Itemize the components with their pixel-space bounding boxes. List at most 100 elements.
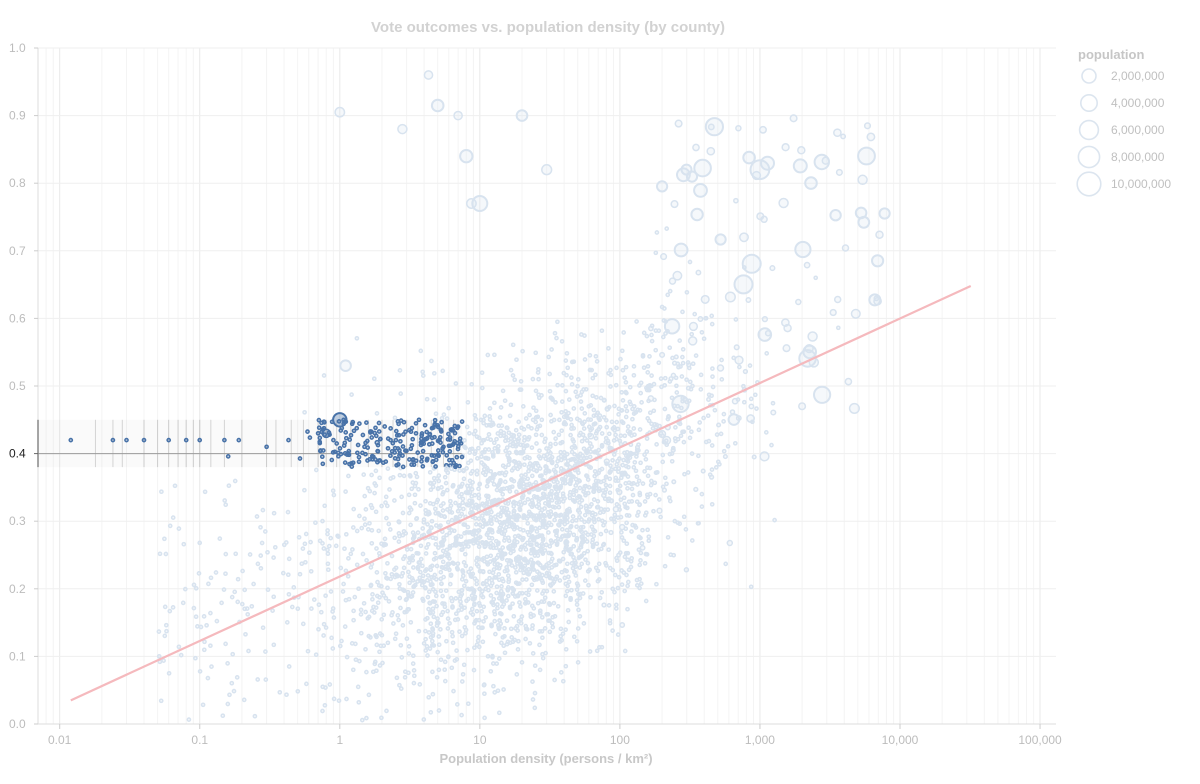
data-point — [562, 455, 568, 461]
data-point — [554, 335, 559, 341]
data-point — [555, 603, 561, 609]
data-point — [423, 617, 428, 622]
data-point — [693, 183, 708, 198]
data-point — [701, 415, 706, 421]
data-point — [208, 610, 213, 616]
data-point — [316, 602, 322, 608]
data-point — [457, 596, 463, 602]
data-point — [670, 372, 677, 379]
data-point — [563, 581, 569, 587]
data-point — [571, 406, 577, 411]
data-point — [596, 577, 602, 582]
data-point — [411, 565, 416, 570]
data-point — [539, 432, 545, 438]
data-point — [616, 412, 621, 417]
data-point — [512, 377, 518, 383]
data-point — [438, 657, 444, 663]
data-point — [596, 516, 601, 522]
data-point — [561, 549, 567, 555]
data-point — [519, 473, 524, 478]
data-point — [430, 606, 436, 612]
data-point — [769, 442, 774, 448]
data-point — [536, 376, 541, 382]
data-point — [571, 359, 577, 365]
data-point — [584, 438, 590, 443]
data-point — [362, 493, 368, 499]
data-point — [349, 392, 354, 397]
data-point — [626, 513, 632, 518]
data-point — [455, 440, 460, 446]
data-point — [453, 500, 458, 506]
data-point — [421, 441, 427, 447]
data-point — [393, 631, 399, 637]
data-point — [419, 436, 424, 442]
data-point — [453, 514, 459, 520]
data-point — [346, 556, 351, 561]
data-point — [233, 551, 239, 557]
data-point — [510, 441, 516, 447]
data-point — [336, 419, 342, 424]
data-point — [623, 550, 629, 556]
data-point — [603, 482, 609, 488]
data-point — [840, 133, 847, 140]
data-point — [493, 538, 499, 544]
data-point — [398, 438, 403, 444]
data-point — [553, 436, 558, 441]
data-point — [741, 253, 762, 274]
data-point — [576, 591, 581, 597]
data-point — [630, 406, 635, 412]
data-point — [586, 464, 592, 470]
data-point — [618, 433, 624, 439]
data-point — [354, 562, 360, 568]
data-point — [552, 677, 557, 683]
data-point — [325, 547, 330, 553]
data-point — [222, 498, 228, 503]
data-point — [392, 498, 397, 503]
data-point — [308, 568, 314, 574]
data-point — [575, 660, 581, 665]
data-point — [296, 534, 302, 540]
data-point — [675, 436, 681, 442]
data-point — [500, 388, 506, 394]
data-point — [594, 648, 600, 654]
data-point — [356, 699, 362, 705]
data-point — [565, 462, 571, 468]
data-point — [461, 662, 467, 668]
data-point — [365, 445, 371, 450]
data-point — [458, 603, 464, 608]
data-point — [446, 561, 452, 567]
data-point — [427, 432, 432, 437]
data-point — [761, 315, 769, 323]
data-point — [534, 588, 540, 593]
data-point — [732, 440, 738, 446]
data-point — [505, 573, 511, 578]
data-point — [553, 576, 558, 582]
data-point — [453, 110, 463, 121]
data-point — [318, 609, 324, 615]
data-point — [441, 444, 446, 450]
data-point — [709, 501, 715, 507]
data-point — [446, 431, 451, 437]
data-point — [558, 626, 564, 632]
data-point — [380, 590, 385, 596]
data-point — [648, 482, 654, 488]
data-point — [307, 435, 313, 440]
data-point — [354, 528, 360, 534]
data-point — [632, 459, 638, 465]
data-point — [607, 490, 613, 496]
data-point — [410, 590, 416, 595]
data-point — [299, 561, 305, 567]
data-point — [502, 510, 508, 515]
data-point — [530, 697, 536, 702]
data-point — [770, 409, 777, 416]
data-point — [652, 397, 657, 403]
data-point — [271, 642, 277, 648]
data-point — [392, 636, 398, 642]
data-point — [389, 553, 395, 559]
data-point — [453, 463, 459, 468]
data-point — [576, 470, 581, 476]
legend-title: population — [1078, 47, 1144, 62]
grid-lines — [37, 47, 1056, 725]
data-point — [552, 517, 557, 523]
data-point — [364, 715, 369, 721]
